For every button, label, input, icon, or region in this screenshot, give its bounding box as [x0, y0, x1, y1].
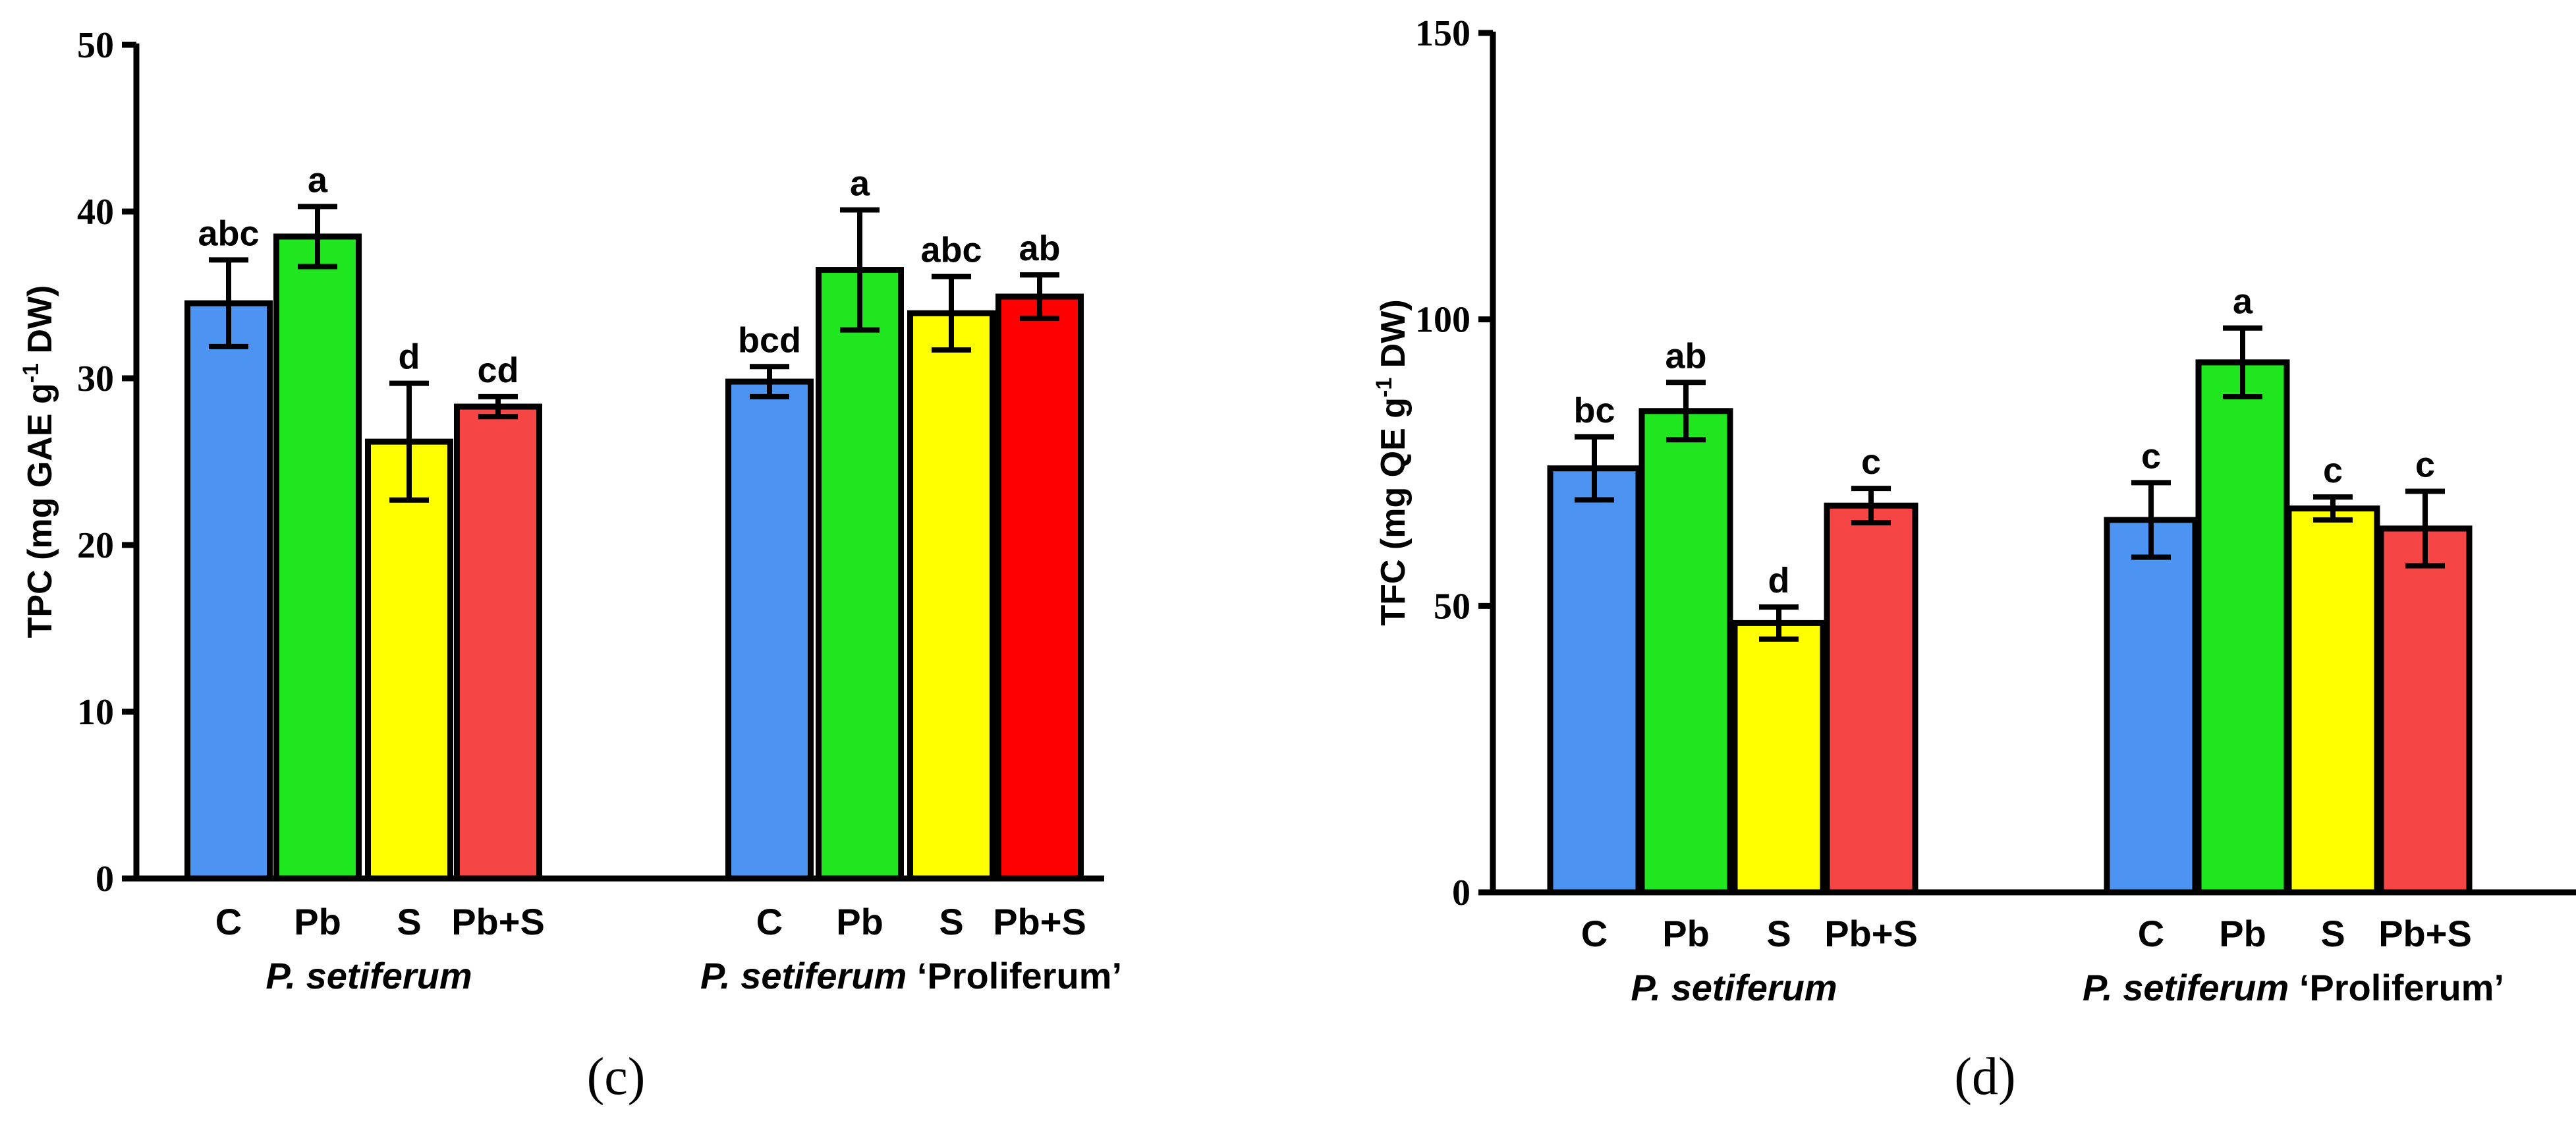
group-label: P. setiferum [266, 955, 472, 996]
chart-panel-1: 0 50 100 150 bc Cab Pb d Sc Pb+S P. setiferum c Ca Pb… [1372, 13, 2576, 1106]
category-label: C [1581, 913, 1608, 954]
bar [907, 310, 995, 882]
category-label: Pb [836, 901, 883, 942]
significance-letter: c [2415, 445, 2435, 484]
chart-panel-0: 0 10 20 30 40 50 abc Ca Pb d Scd Pb+S P. setiferum bc… [18, 25, 1122, 1106]
category-label: Pb [2219, 913, 2266, 954]
category-label: C [215, 901, 242, 942]
y-tick-label: 50 [77, 25, 114, 66]
bar [1731, 619, 1826, 896]
significance-letter: cd [477, 351, 518, 390]
significance-letter: abc [198, 214, 259, 253]
significance-letter: bcd [738, 320, 801, 360]
significance-letter: c [1861, 442, 1881, 482]
category-label: C [2138, 913, 2164, 954]
y-tick-label: 150 [1415, 13, 1470, 54]
category-label: Pb [1662, 913, 1710, 954]
y-tick-label: 0 [1452, 873, 1470, 913]
significance-letter: ab [1019, 229, 1060, 268]
bar [1824, 502, 1918, 896]
y-axis-title: TPC (mg GAE g-1 DW) [18, 285, 59, 639]
y-tick-label: 20 [77, 525, 114, 566]
bar [816, 267, 904, 882]
y-tick-label: 50 [1434, 586, 1470, 627]
y-tick-label: 30 [77, 359, 114, 399]
significance-letter: c [2141, 436, 2161, 476]
bar [725, 378, 814, 882]
bar [1638, 408, 1733, 896]
category-label: S [397, 901, 421, 942]
significance-letter: a [850, 163, 870, 203]
bar [2285, 505, 2380, 896]
category-label: S [1766, 913, 1791, 954]
bar [2378, 525, 2473, 896]
group-label: P. setiferum [1631, 967, 1837, 1008]
category-label: Pb [294, 901, 341, 942]
category-label: Pb+S [2378, 913, 2472, 954]
bar [1547, 465, 1642, 896]
y-tick-label: 40 [77, 192, 114, 233]
category-label: C [756, 901, 783, 942]
bar [995, 293, 1084, 882]
bar [184, 300, 273, 882]
panel-label: (c) [587, 1048, 646, 1106]
significance-letter: d [399, 337, 420, 377]
significance-letter: a [2233, 282, 2253, 322]
category-label: Pb+S [993, 901, 1086, 942]
group-label: P. setiferum ‘Proliferum’ [700, 955, 1122, 996]
panel-label: (d) [1954, 1048, 2015, 1106]
significance-letter: a [308, 160, 328, 200]
y-axis-title: TFC (mg QE g-1 DW) [1372, 299, 1413, 625]
significance-letter: bc [1573, 391, 1615, 430]
significance-letter: abc [920, 231, 982, 270]
bar [454, 403, 542, 882]
significance-letter: d [1768, 561, 1790, 600]
category-label: Pb+S [1824, 913, 1918, 954]
y-tick-label: 100 [1415, 300, 1470, 341]
group-label: P. setiferum ‘Proliferum’ [2083, 967, 2504, 1008]
bar [365, 438, 453, 882]
bar [2195, 359, 2290, 896]
y-tick-label: 10 [77, 692, 114, 733]
significance-letter: ab [1665, 336, 1706, 376]
category-label: S [2320, 913, 2345, 954]
bar [2104, 517, 2198, 896]
y-tick-label: 0 [96, 859, 114, 900]
bar [273, 233, 362, 882]
category-label: S [939, 901, 963, 942]
category-label: Pb+S [451, 901, 545, 942]
significance-letter: c [2323, 451, 2343, 490]
